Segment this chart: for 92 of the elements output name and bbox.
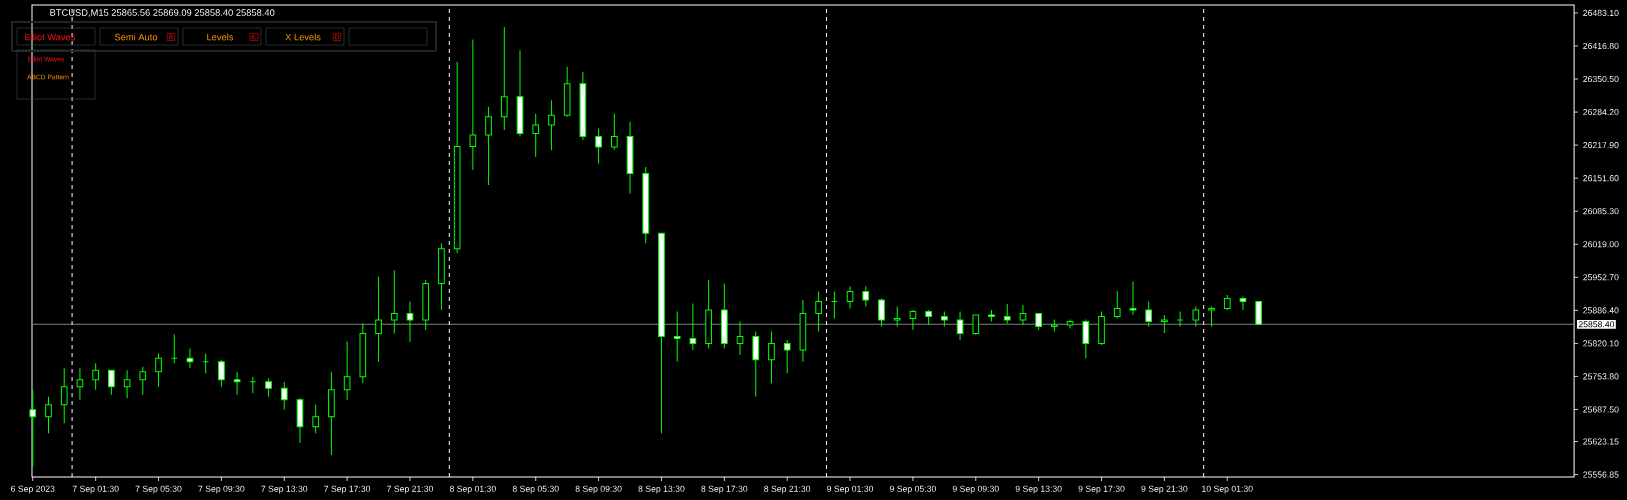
candlestick — [390, 269, 398, 334]
x-tick-label: 9 Sep 05:30 — [889, 485, 936, 494]
candlestick — [375, 276, 382, 363]
candlestick — [1129, 281, 1137, 316]
candlestick — [1208, 306, 1215, 327]
candlestick — [909, 309, 917, 331]
y-tick-label: 26085.30 — [1583, 208, 1619, 215]
candlestick — [610, 113, 618, 151]
x-tick-label: 7 Sep 17:30 — [324, 485, 371, 494]
candlestick — [139, 366, 147, 396]
x-tick-label: 8 Sep 17:30 — [701, 485, 748, 494]
y-tick-label: 25623.15 — [1583, 438, 1619, 445]
candlestick — [406, 301, 414, 343]
ref-line-label: 25858.40 — [1578, 321, 1615, 328]
candlestick — [1255, 301, 1263, 325]
y-tick-label: 26151.60 — [1583, 175, 1619, 182]
candlestick — [862, 286, 870, 308]
candlestick — [1176, 311, 1184, 327]
candlestick — [123, 369, 131, 399]
annotation: Levels — [207, 33, 234, 41]
candlestick — [736, 320, 744, 356]
x-tick-label: 7 Sep 01:30 — [72, 485, 119, 494]
candlestick — [1113, 290, 1121, 319]
candlestick — [783, 339, 791, 374]
annotation: Semi Auto — [114, 33, 158, 41]
x-tick-label: 9 Sep 17:30 — [1078, 485, 1125, 494]
candlestick — [469, 38, 477, 171]
candlestick — [312, 404, 320, 434]
candlestick — [265, 377, 272, 398]
y-tick-label: 26350.50 — [1583, 75, 1619, 83]
y-tick-label: 26284.20 — [1583, 109, 1619, 116]
y-tick-label: 25820.10 — [1583, 340, 1619, 347]
candlestick — [878, 298, 885, 327]
candlestick — [500, 26, 508, 131]
y-tick-label: 26483.10 — [1583, 9, 1619, 16]
y-tick-label: 25886.40 — [1583, 307, 1619, 314]
candlestick — [752, 330, 760, 398]
x-tick-label: 10 Sep 01:30 — [1202, 485, 1253, 494]
candlestick — [673, 311, 681, 363]
candlestick — [1192, 306, 1200, 327]
candlestick — [893, 306, 901, 327]
candlestick — [108, 369, 115, 396]
chart-title: BTCUSD,M15 25865.56 25869.09 25858.40 25858.40 — [50, 9, 275, 17]
y-tick-label: 25556.85 — [1583, 471, 1619, 478]
candlestick — [218, 359, 225, 388]
y-tick-label: 26019.00 — [1583, 241, 1619, 248]
y-tick-label: 25753.80 — [1583, 373, 1619, 380]
candlestick — [1145, 301, 1153, 327]
candlestick — [1239, 296, 1247, 311]
candlestick — [1019, 304, 1027, 326]
annotation: X Levels — [285, 33, 321, 41]
x-tick-label: 9 Sep 13:30 — [1015, 485, 1062, 494]
x-tick-label: 8 Sep 05:30 — [512, 485, 559, 494]
y-tick-label: 26416.80 — [1583, 42, 1619, 50]
y-tick-label: 25952.70 — [1583, 274, 1619, 281]
candlestick — [595, 128, 602, 164]
candlestick — [76, 367, 84, 401]
candlestick — [815, 291, 822, 332]
candlestick — [548, 99, 555, 151]
y-tick-label: 26217.90 — [1583, 142, 1619, 149]
x-tick-label: 9 Sep 09:30 — [952, 485, 999, 494]
candlestick — [1003, 303, 1011, 324]
candlestick — [768, 330, 775, 384]
candlestick — [343, 340, 351, 401]
candlestick — [155, 352, 162, 388]
candlestick — [846, 286, 854, 310]
candlestick — [532, 113, 540, 158]
candlestick — [485, 106, 492, 186]
x-tick-label: 7 Sep 09:30 — [198, 485, 245, 494]
x-tick-label: 7 Sep 13:30 — [261, 485, 308, 494]
candlestick — [45, 396, 52, 434]
candlestick — [689, 303, 697, 351]
x-tick-label: 7 Sep 05:30 — [135, 485, 182, 494]
candlestick — [280, 381, 288, 411]
candlestick — [186, 347, 194, 369]
candlestick — [92, 362, 99, 391]
candlestick — [202, 352, 209, 374]
x-tick-label: 6 Sep 2023 — [11, 485, 55, 494]
y-tick-label: 25687.50 — [1583, 406, 1619, 413]
x-tick-label: 8 Sep 09:30 — [575, 485, 622, 494]
x-tick-label: 7 Sep 21:30 — [387, 485, 434, 494]
x-tick-label: 9 Sep 01:30 — [827, 485, 874, 494]
candlestick — [60, 367, 68, 424]
candlestick — [233, 371, 241, 396]
x-tick-label: 8 Sep 21:30 — [764, 485, 811, 494]
x-tick-label: 8 Sep 01:30 — [449, 485, 496, 494]
candlestick — [972, 314, 980, 336]
candlestick — [956, 311, 964, 341]
x-tick-label: 8 Sep 13:30 — [638, 485, 685, 494]
candlestick — [1082, 319, 1090, 359]
annotation: Elliot Waves — [25, 33, 76, 41]
x-tick-label: 9 Sep 21:30 — [1141, 485, 1188, 494]
